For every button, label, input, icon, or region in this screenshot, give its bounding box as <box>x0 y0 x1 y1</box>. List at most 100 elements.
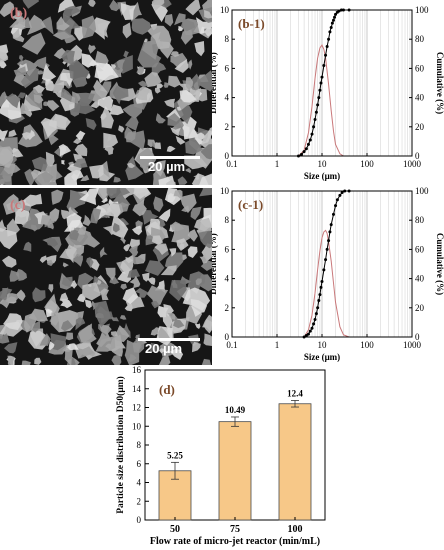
cumulative-point <box>308 138 312 142</box>
sem-particle <box>71 91 81 104</box>
cumulative-point <box>335 198 339 202</box>
cumulative-point <box>312 322 316 326</box>
sem-particle <box>12 28 25 43</box>
sem-particle <box>62 5 81 18</box>
sem-particle <box>88 44 96 54</box>
sem-particle <box>167 313 176 320</box>
y2-tick-label: 0 <box>415 151 420 161</box>
sem-particle <box>142 39 161 60</box>
sem-particle <box>170 221 185 232</box>
sem-particle <box>179 116 199 140</box>
sem-particle <box>190 206 202 220</box>
cumulative-point <box>314 312 318 316</box>
sem-particle <box>151 300 160 309</box>
sem-particle <box>9 16 26 30</box>
y2-axis-label: Cumulative (%) <box>435 52 444 114</box>
sem-particle <box>173 189 183 200</box>
y-tick-label: 8 <box>225 34 230 44</box>
y-tick-label: 14 <box>132 384 142 394</box>
sem-particle <box>187 246 198 258</box>
sem-particle <box>33 94 44 104</box>
sem-particle <box>153 196 164 213</box>
sem-particle <box>105 203 121 218</box>
sem-particle <box>174 13 186 26</box>
y-tick-label: 4 <box>137 478 142 488</box>
cumulative-point <box>327 239 331 243</box>
cumulative-point <box>313 118 317 121</box>
sem-particle <box>169 348 184 360</box>
sem-particle <box>59 292 69 303</box>
sem-particle <box>151 0 165 11</box>
sem-particle <box>151 235 164 245</box>
sem-particle <box>67 343 79 351</box>
sem-particle <box>79 188 99 205</box>
sem-particle <box>124 339 141 365</box>
sem-particle <box>185 77 194 91</box>
sem-particle <box>167 113 184 130</box>
sem-particle <box>65 73 74 81</box>
sem-particle <box>204 10 212 19</box>
sem-particle <box>154 87 161 94</box>
sem-particle <box>149 342 163 353</box>
cumulative-point <box>331 18 335 22</box>
sem-particle <box>103 132 119 149</box>
x-axis-label: Size (μm) <box>304 171 340 181</box>
cumulative-point <box>319 81 323 85</box>
sem-particle <box>56 16 70 31</box>
y-tick-label: 0 <box>225 332 230 342</box>
cumulative-point <box>334 204 338 208</box>
sem-particle <box>6 293 19 303</box>
sem-particle <box>100 288 109 301</box>
y-tick-label: 12 <box>132 403 141 413</box>
sem-particle <box>40 215 55 226</box>
sem-particle <box>0 227 18 250</box>
panel-label-c: (c) <box>10 198 26 213</box>
cumulative-point <box>310 132 314 136</box>
sem-particle <box>170 127 181 136</box>
sem-image-b: (b) 20 µm <box>0 0 212 185</box>
sem-particle <box>0 333 10 344</box>
y2-tick-label: 80 <box>415 34 425 44</box>
x-tick-label: 0.1 <box>226 159 237 169</box>
sem-particle <box>21 360 31 365</box>
sem-particle <box>208 127 212 133</box>
sem-particle <box>123 243 131 252</box>
sem-particle <box>32 287 46 303</box>
sem-particle <box>164 14 174 27</box>
sem-particle <box>3 313 23 331</box>
y2-tick-label: 40 <box>415 274 425 284</box>
cumulative-point <box>312 125 316 129</box>
sem-particle <box>132 225 143 236</box>
cumulative-point <box>320 280 324 284</box>
sem-texture-c <box>0 188 212 365</box>
sem-particle <box>78 323 97 344</box>
sem-particle <box>187 59 193 70</box>
cumulative-point <box>325 45 329 48</box>
y2-tick-label: 20 <box>415 303 425 313</box>
cumulative-point <box>302 150 306 154</box>
sem-particle <box>44 293 60 316</box>
sem-particle <box>132 199 147 217</box>
sem-particle <box>74 143 88 157</box>
sem-particle <box>180 18 196 32</box>
sem-particle <box>126 162 136 169</box>
sem-particle <box>128 245 139 258</box>
sem-particle <box>37 70 44 75</box>
cumulative-point <box>331 212 335 216</box>
sem-particle <box>13 66 27 77</box>
sem-particle <box>23 241 32 252</box>
sem-particle <box>160 265 177 276</box>
sem-particle <box>50 333 67 351</box>
sem-particle <box>66 212 82 235</box>
sem-particle <box>175 135 186 145</box>
sem-particle <box>154 243 169 255</box>
x-tick-label: 1 <box>275 159 280 169</box>
sem-particle <box>114 325 130 343</box>
sem-particle <box>116 59 126 71</box>
sem-particle <box>34 171 54 185</box>
sem-particle <box>5 93 21 109</box>
y-tick-label: 6 <box>225 63 230 73</box>
sem-particle <box>133 256 145 265</box>
sem-particle <box>65 332 74 341</box>
bar <box>278 403 312 521</box>
